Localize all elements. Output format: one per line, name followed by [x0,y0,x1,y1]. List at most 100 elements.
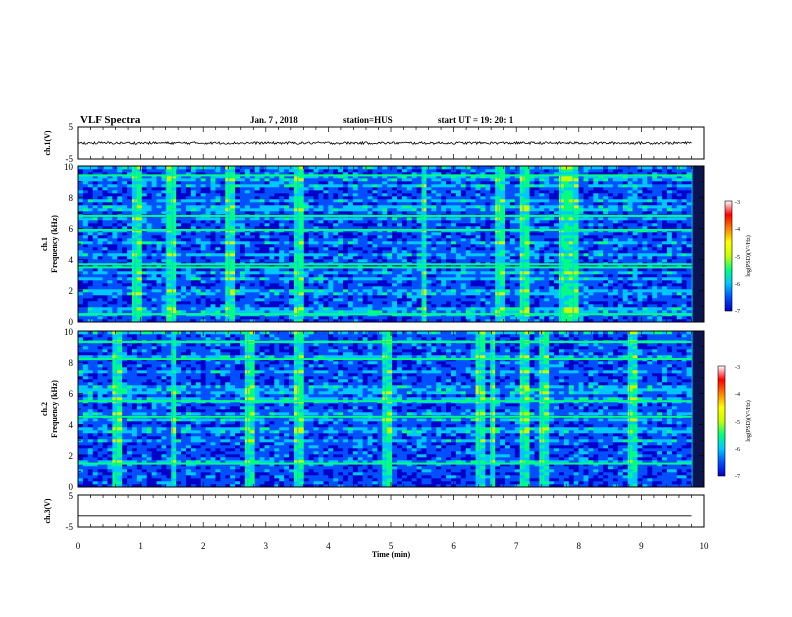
spectrogram-cell [579,316,584,319]
spectrogram-cell [412,259,417,262]
spectrogram-cell [407,304,412,307]
spectrogram-cell [353,211,358,214]
spectrogram-cell [652,232,657,235]
spectrogram-cell [147,238,152,241]
spectrogram-cell [122,241,127,244]
spectrogram-cell [584,223,589,226]
spectrogram-cell [323,241,328,244]
spectrogram-cell [451,244,456,247]
spectrogram-cell [318,253,323,256]
spectrogram-cell [637,232,642,235]
spectrogram-cell [191,283,196,286]
spectrogram-cell [363,280,368,283]
spectrogram-cell [672,208,677,211]
spectrogram-cell [480,205,485,208]
spectrogram-cell [78,202,83,205]
spectrogram-cell [505,208,510,211]
spectrogram-cell [314,316,319,319]
spectrogram-cell [211,271,216,274]
spectrogram-cell [466,250,471,253]
spectrogram-cell [314,277,319,280]
spectrogram-cell [142,259,147,262]
spectrogram-cell [613,238,618,241]
spectrogram-cell [426,211,431,214]
spectrogram-cell [147,280,152,283]
spectrogram-cell [637,250,642,253]
spectrogram-cell [309,271,314,274]
spectrogram-cell [147,268,152,271]
spectrogram-cell [230,280,235,283]
spectrogram-cell [544,286,549,289]
spectrogram-cell [358,283,363,286]
spectrogram-cell [88,232,93,235]
spectrogram-cell [382,232,387,235]
spectrogram-cell [618,271,623,274]
spectrogram-cell [667,205,672,208]
spectrogram-cell [309,247,314,250]
spectrogram-cell [530,253,535,256]
spectrogram-cell [220,232,225,235]
spectrogram-cell [397,283,402,286]
spectrogram-cell [485,274,490,277]
spectrogram-cell [539,295,544,298]
spectrogram-cell [181,304,186,307]
spectrogram-cell [446,250,451,253]
spectrogram-cell [515,244,520,247]
spectrogram-cell [628,292,633,295]
spectrogram-cell [137,253,142,256]
spectrogram-cell [392,223,397,226]
spectrogram-cell [304,220,309,223]
spectrogram-cell [471,250,476,253]
spectrogram-cell [544,283,549,286]
spectrogram-cell [196,271,201,274]
spectrogram-cell [490,292,495,295]
spectrogram-cell [584,235,589,238]
spectrogram-cell [88,292,93,295]
spectrogram-cell [318,307,323,310]
spectrogram-cell [372,256,377,259]
spectrogram-cell [323,259,328,262]
spectrogram-cell [603,268,608,271]
spectrogram-cell [441,259,446,262]
spectrogram-cell [667,280,672,283]
spectrogram-cell [284,271,289,274]
spectrogram-cell [260,283,265,286]
spectrogram-cell [682,289,687,292]
spectrogram-cell [554,271,559,274]
spectrogram-cell [579,238,584,241]
spectrogram-cell [157,292,162,295]
spectrogram-cell [152,223,157,226]
spectrogram-cell [225,304,230,307]
spectrogram-cell [157,301,162,304]
spectrogram-cell [181,307,186,310]
spectrogram-cell [309,211,314,214]
spectrogram-cell [166,268,171,271]
spectrogram-cell [348,289,353,292]
spectrogram-cell [314,232,319,235]
spectrogram-cell [480,256,485,259]
spectrogram-cell [279,235,284,238]
spectrogram-cell [260,253,265,256]
spectrogram-cell [333,247,338,250]
spectrogram-cell [500,247,505,250]
spectrogram-cell [564,238,569,241]
spectrogram-cell [662,271,667,274]
spectrogram-cell [377,298,382,301]
spectrogram-cell [260,307,265,310]
spectrogram-cell [426,277,431,280]
spectrogram-cell [520,310,525,313]
spectrogram-cell [431,283,436,286]
spectrogram-cell [633,280,638,283]
spectrogram-cell [436,238,441,241]
spectrogram-cell [549,298,554,301]
spectrogram-cell [382,238,387,241]
spectrogram-cell [142,226,147,229]
spectrogram-cell [299,289,304,292]
spectrogram-cell [235,238,240,241]
spectrogram-cell [112,283,117,286]
spectrogram-cell [196,253,201,256]
spectrogram-cell [328,250,333,253]
spectrogram-cell [515,280,520,283]
spectrogram-cell [235,247,240,250]
spectrogram-cell [157,307,162,310]
